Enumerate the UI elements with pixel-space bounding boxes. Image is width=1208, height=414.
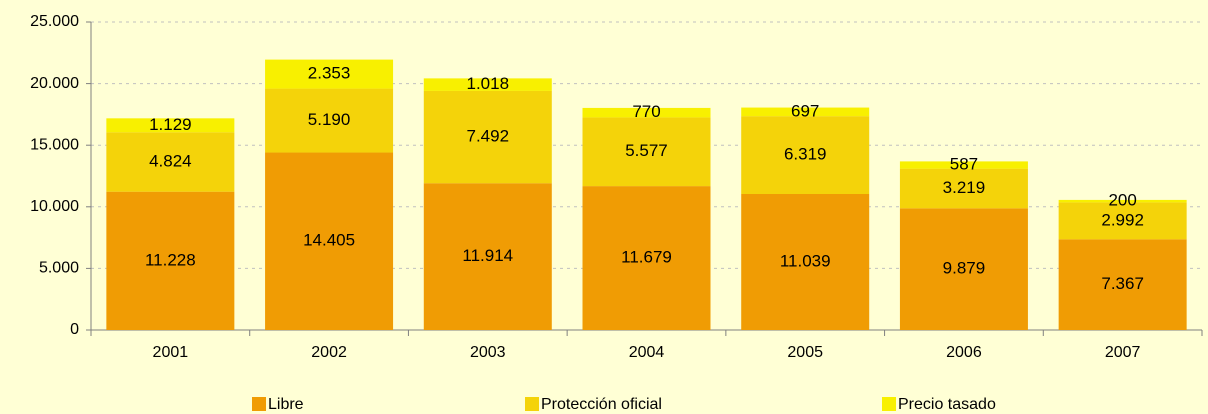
x-tick-label: 2006 xyxy=(946,344,982,361)
data-label: 11.914 xyxy=(462,246,513,265)
x-tick-label: 2005 xyxy=(787,344,823,361)
bar-segment xyxy=(265,88,394,153)
legend-swatch xyxy=(252,397,266,411)
bar-segment xyxy=(899,161,1028,169)
data-label: 7.492 xyxy=(467,127,510,146)
y-tick-label: 0 xyxy=(70,321,79,338)
data-label: 11.039 xyxy=(780,251,831,270)
bar-segment xyxy=(899,208,1028,330)
bar-segment xyxy=(582,186,711,330)
data-label: 2.353 xyxy=(308,64,351,83)
data-label: 9.879 xyxy=(943,259,986,278)
x-tick-label: 2001 xyxy=(153,344,189,361)
data-label: 14.405 xyxy=(303,231,355,250)
y-tick-label: 15.000 xyxy=(30,136,79,153)
y-tick-label: 20.000 xyxy=(30,75,79,92)
data-label: 5.190 xyxy=(308,110,351,129)
bar-segment xyxy=(265,59,394,89)
bar-segment xyxy=(741,107,870,117)
bar-segment xyxy=(106,118,235,133)
bar-segment xyxy=(1058,202,1187,240)
bar-segment xyxy=(106,132,235,192)
data-label: 7.367 xyxy=(1101,274,1144,293)
bar-segment xyxy=(582,117,711,187)
bar-segment xyxy=(1058,199,1187,203)
x-tick-label: 2007 xyxy=(1105,344,1141,361)
data-label: 200 xyxy=(1108,191,1136,210)
legend-swatch xyxy=(525,397,539,411)
data-label: 11.679 xyxy=(621,248,672,267)
bar-segment xyxy=(265,152,394,330)
data-label: 587 xyxy=(950,155,978,174)
legend-label: Protección oficial xyxy=(541,396,662,413)
y-tick-label: 5.000 xyxy=(39,260,79,277)
legend-swatch xyxy=(882,397,896,411)
x-tick-label: 2004 xyxy=(629,344,665,361)
y-tick-label: 10.000 xyxy=(30,198,79,215)
bar-segment xyxy=(423,78,552,91)
x-tick-label: 2002 xyxy=(311,344,347,361)
legend-label: Libre xyxy=(268,396,304,413)
data-label: 4.824 xyxy=(149,151,192,170)
bar-segment xyxy=(741,116,870,194)
bar-segment xyxy=(1058,239,1187,330)
data-label: 11.228 xyxy=(145,250,196,269)
data-label: 6.319 xyxy=(784,145,827,164)
bar-segment xyxy=(741,193,870,330)
bar-segment xyxy=(423,183,552,330)
y-tick-label: 25.000 xyxy=(30,13,79,30)
data-label: 697 xyxy=(791,101,819,120)
bar-segment xyxy=(582,107,711,118)
bar-segment xyxy=(899,168,1028,209)
bar-segment xyxy=(423,90,552,184)
data-label: 1.129 xyxy=(149,115,192,134)
x-tick-label: 2003 xyxy=(470,344,506,361)
legend-label: Precio tasado xyxy=(898,396,996,413)
bar-segment xyxy=(106,191,235,330)
data-label: 1.018 xyxy=(467,74,510,93)
data-label: 5.577 xyxy=(625,141,668,160)
data-label: 2.992 xyxy=(1101,210,1144,229)
data-label: 3.219 xyxy=(943,178,986,197)
data-label: 770 xyxy=(632,102,660,121)
